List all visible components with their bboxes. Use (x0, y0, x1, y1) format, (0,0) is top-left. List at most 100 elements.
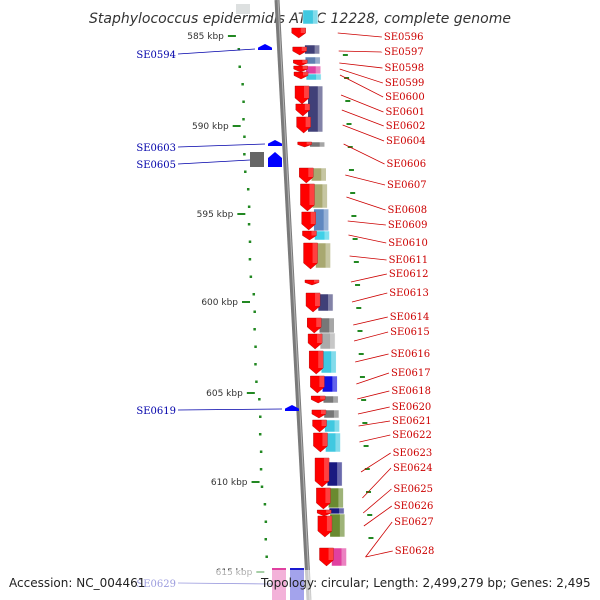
kbp-tick-label: 600 kbp (201, 298, 238, 308)
gene-label-se0623[interactable]: SE0623 (393, 448, 433, 459)
reverse-gene-arrow[interactable] (302, 230, 317, 241)
gene-label-se0604[interactable]: SE0604 (386, 136, 426, 147)
gene-label-leader (353, 331, 389, 342)
gene-label-leader (362, 467, 392, 499)
gene-label-se0594[interactable]: SE0594 (136, 50, 176, 61)
reverse-gene-arrow[interactable] (297, 141, 312, 148)
reverse-gene-arrow[interactable] (291, 27, 306, 39)
reverse-gene-arrow[interactable] (312, 419, 327, 433)
gene-arrow-shade (310, 212, 316, 224)
gene-label-se0625[interactable]: SE0625 (393, 484, 433, 495)
reverse-gene-arrow[interactable] (304, 279, 320, 286)
gene-arrow-shade (324, 458, 330, 481)
gene-label-se0628[interactable]: SE0628 (395, 546, 435, 557)
gene-label-se0599[interactable]: SE0599 (385, 78, 425, 89)
reverse-gene-arrow[interactable] (316, 509, 332, 517)
gc-dot (254, 345, 257, 348)
gene-label-se0621[interactable]: SE0621 (392, 416, 432, 427)
forward-gene-arrow[interactable] (268, 140, 282, 146)
gene-label-se0613[interactable]: SE0613 (389, 288, 429, 299)
gene-label-se0596[interactable]: SE0596 (384, 32, 424, 43)
gene-label-se0612[interactable]: SE0612 (389, 269, 429, 280)
reverse-gene-arrow[interactable] (309, 350, 324, 375)
reverse-gene-arrow[interactable] (310, 395, 326, 404)
forward-strand-genes (258, 44, 299, 411)
gene-label-se0603[interactable]: SE0603 (136, 143, 176, 154)
forward-gene-arrow[interactable] (268, 152, 282, 167)
gene-label-se0606[interactable]: SE0606 (387, 159, 427, 170)
gene-label-se0598[interactable]: SE0598 (385, 63, 425, 74)
reverse-gene-arrow[interactable] (317, 515, 333, 538)
homology-block-shade (335, 433, 341, 452)
homology-block-shade (339, 514, 345, 537)
reverse-gene-arrow[interactable] (295, 103, 311, 117)
reverse-gene-arrow[interactable] (299, 167, 314, 184)
gene-label-se0615[interactable]: SE0615 (390, 327, 430, 338)
homology-block (302, 9, 319, 25)
gc-dot (355, 284, 361, 286)
gene-label-se0620[interactable]: SE0620 (392, 402, 432, 413)
gene-label-se0614[interactable]: SE0614 (390, 312, 430, 323)
reverse-gene-labels: SE0596 SE0597 SE0598 SE0599 SE0600 SE0601 SE06… (337, 32, 435, 558)
gene-label-se0622[interactable]: SE0622 (392, 430, 432, 441)
gc-dot (238, 65, 241, 68)
gene-label-se0627[interactable]: SE0627 (394, 517, 434, 528)
gene-label-se0624[interactable]: SE0624 (393, 463, 433, 474)
reverse-gene-arrow[interactable] (293, 71, 309, 80)
gc-dots (237, 48, 374, 558)
gene-label-se0601[interactable]: SE0601 (385, 107, 425, 118)
gene-arrow-shade (320, 410, 326, 414)
reverse-gene-arrow[interactable] (292, 46, 307, 56)
gc-dot (247, 223, 251, 226)
gene-label-se0597[interactable]: SE0597 (384, 47, 424, 58)
gene-label-se0610[interactable]: SE0610 (388, 238, 428, 249)
reverse-gene-arrow[interactable] (313, 432, 328, 453)
gene-label-se0605[interactable]: SE0605 (136, 160, 176, 171)
reverse-gene-arrow[interactable] (296, 116, 311, 134)
gene-label-se0617[interactable]: SE0617 (391, 368, 431, 379)
gc-dot (348, 169, 354, 171)
reverse-gene-arrow[interactable] (300, 183, 315, 212)
reverse-gene-arrow[interactable] (319, 547, 334, 567)
reverse-gene-arrow[interactable] (294, 85, 310, 105)
gc-dot (242, 118, 245, 121)
gc-dot (357, 330, 363, 332)
reverse-gene-arrow[interactable] (311, 409, 327, 419)
gene-arrow-shade (313, 280, 319, 283)
genome-backbone-highlight (277, 0, 311, 600)
gene-label-se0607[interactable]: SE0607 (387, 180, 427, 191)
reverse-gene-arrow[interactable] (293, 59, 308, 67)
forward-gene-arrow[interactable] (285, 405, 299, 411)
gene-label-se0616[interactable]: SE0616 (391, 349, 431, 360)
kbp-tick-label: 595 kbp (197, 210, 234, 220)
homology-block-shade (312, 10, 318, 24)
gc-dot (359, 376, 365, 378)
homology-block-shade (333, 410, 339, 418)
gene-label-se0609[interactable]: SE0609 (388, 220, 428, 231)
gene-label-se0600[interactable]: SE0600 (385, 92, 425, 103)
reverse-gene-arrow[interactable] (293, 65, 308, 73)
reverse-gene-arrow[interactable] (307, 317, 322, 334)
gene-arrow-shade (321, 420, 327, 426)
reverse-gene-arrow[interactable] (310, 375, 325, 394)
reverse-gene-arrow[interactable] (316, 487, 331, 510)
homology-block (236, 4, 250, 14)
forward-gene-arrow[interactable] (258, 44, 272, 50)
gene-label-se0608[interactable]: SE0608 (388, 205, 428, 216)
reverse-gene-arrow[interactable] (307, 333, 323, 350)
gene-label-se0611[interactable]: SE0611 (389, 255, 429, 266)
gc-dot (358, 353, 364, 355)
homology-block-shade (315, 66, 321, 74)
reverse-gene-arrow[interactable] (314, 457, 330, 488)
gc-dot (244, 170, 247, 173)
gene-label-se0618[interactable]: SE0618 (391, 386, 431, 397)
gene-label-se0602[interactable]: SE0602 (386, 121, 426, 132)
gene-arrow-shade (302, 66, 308, 69)
reverse-gene-arrow[interactable] (303, 242, 318, 270)
gene-label-se0626[interactable]: SE0626 (394, 501, 434, 512)
gene-label-leader (337, 32, 382, 38)
reverse-gene-arrow[interactable] (301, 211, 316, 231)
reverse-gene-arrow[interactable] (305, 292, 321, 313)
gc-dot (241, 83, 244, 86)
gene-label-se0619[interactable]: SE0619 (136, 406, 176, 417)
